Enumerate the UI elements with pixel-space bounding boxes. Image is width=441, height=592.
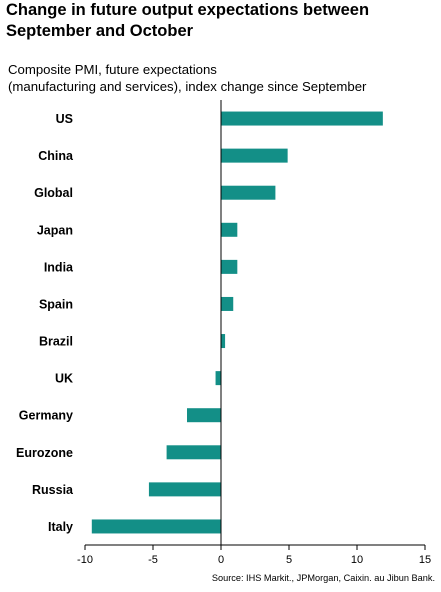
x-tick-label: 5 <box>286 554 292 566</box>
category-label-italy: Italy <box>48 520 73 534</box>
tick-labels-group: -10 -5 0 5 10 15 <box>77 554 431 566</box>
bar-global <box>221 185 276 200</box>
axes-group <box>84 100 426 550</box>
bar-italy <box>91 519 221 534</box>
category-label-eurozone: Eurozone <box>16 446 73 460</box>
chart-subtitle: Composite PMI, future expectations (manu… <box>8 61 428 95</box>
chart-title: Change in future output expectations bet… <box>6 1 370 40</box>
bar-china <box>221 148 288 163</box>
x-tick-label: -5 <box>148 554 158 566</box>
category-label-japan: Japan <box>37 223 73 237</box>
bar-uk <box>215 371 221 386</box>
category-label-russia: Russia <box>32 483 74 497</box>
bar-eurozone <box>166 445 221 460</box>
bar-spain <box>221 296 234 311</box>
bar-japan <box>221 222 238 237</box>
category-label-spain: Spain <box>39 297 73 311</box>
bars-group <box>91 111 383 534</box>
x-tick-label: -10 <box>77 554 93 566</box>
category-label-global: Global <box>34 186 73 200</box>
bar-germany <box>187 408 221 423</box>
bar-russia <box>148 482 221 497</box>
category-label-india: India <box>44 260 74 274</box>
category-labels-group: US China Global Japan India Spain Brazil UK Germ… <box>16 112 74 534</box>
chart-subtitle-line-1: Composite PMI, future expectations <box>8 62 217 77</box>
x-tick-label: 0 <box>218 554 224 566</box>
chart-subtitle-line-2: (manufacturing and services), index chan… <box>8 79 367 94</box>
category-label-germany: Germany <box>19 409 73 423</box>
category-label-brazil: Brazil <box>39 335 73 349</box>
x-tick-label: 15 <box>419 554 431 566</box>
bar-brazil <box>221 334 226 349</box>
category-label-us: US <box>56 112 73 126</box>
bar-india <box>221 259 238 274</box>
bar-us <box>221 111 383 126</box>
category-label-china: China <box>38 149 74 163</box>
x-tick-label: 10 <box>351 554 363 566</box>
category-label-uk: UK <box>55 372 73 386</box>
source-note: Source: IHS Markit., JPMorgan, Caixin. a… <box>211 573 435 583</box>
